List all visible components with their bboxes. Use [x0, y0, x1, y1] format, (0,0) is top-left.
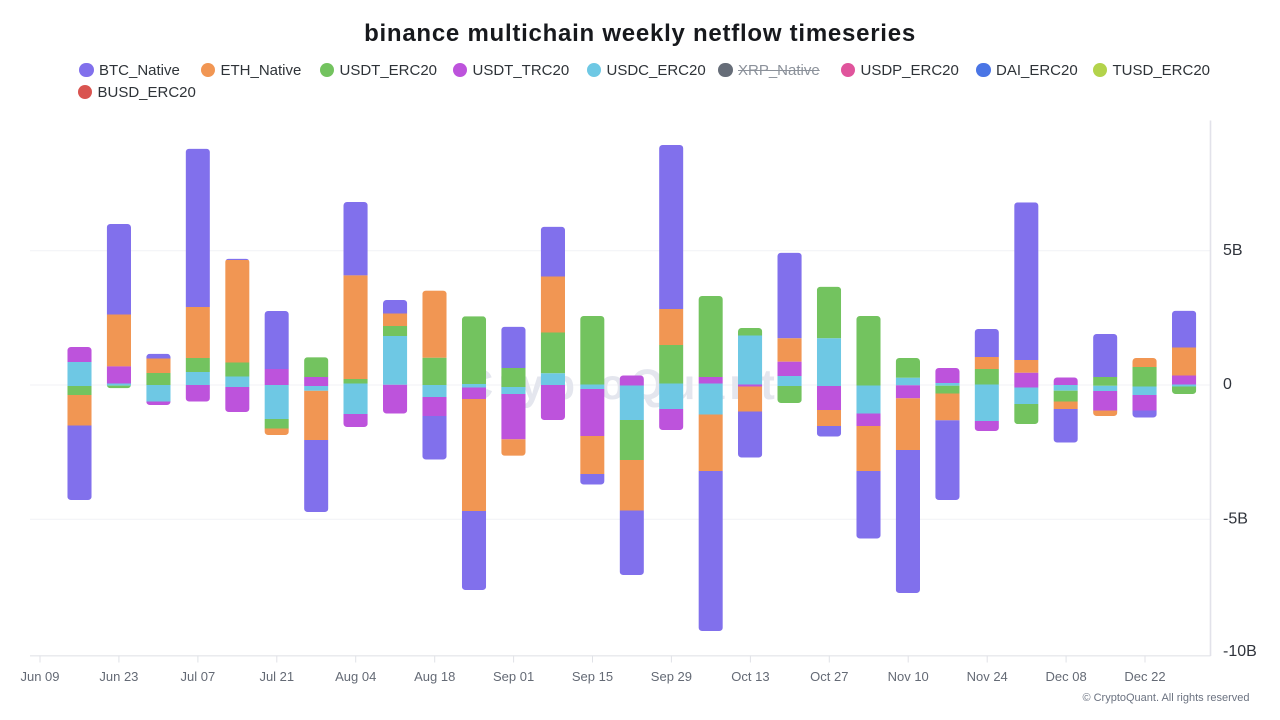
svg-text:-5B: -5B [1223, 510, 1248, 527]
svg-text:Sep 01: Sep 01 [493, 669, 534, 684]
svg-text:Nov 10: Nov 10 [888, 669, 929, 684]
svg-text:Jul 07: Jul 07 [181, 669, 216, 684]
svg-text:Aug 18: Aug 18 [414, 669, 455, 684]
svg-text:0: 0 [1223, 376, 1232, 393]
svg-text:Nov 24: Nov 24 [967, 669, 1008, 684]
svg-text:Oct 27: Oct 27 [810, 669, 848, 684]
svg-text:Jun 23: Jun 23 [99, 669, 138, 684]
svg-text:Aug 04: Aug 04 [335, 669, 376, 684]
svg-text:Sep 15: Sep 15 [572, 669, 613, 684]
svg-text:Dec 22: Dec 22 [1124, 669, 1165, 684]
svg-text:© CryptoQuant. All rights rese: © CryptoQuant. All rights reserved [1082, 692, 1249, 704]
svg-text:-10B: -10B [1223, 643, 1257, 660]
svg-text:Oct 13: Oct 13 [731, 669, 769, 684]
svg-text:5B: 5B [1223, 242, 1243, 259]
svg-text:Jul 21: Jul 21 [259, 669, 294, 684]
svg-text:Jun 09: Jun 09 [20, 669, 59, 684]
svg-text:Dec 08: Dec 08 [1045, 669, 1086, 684]
svg-text:Sep 29: Sep 29 [651, 669, 692, 684]
